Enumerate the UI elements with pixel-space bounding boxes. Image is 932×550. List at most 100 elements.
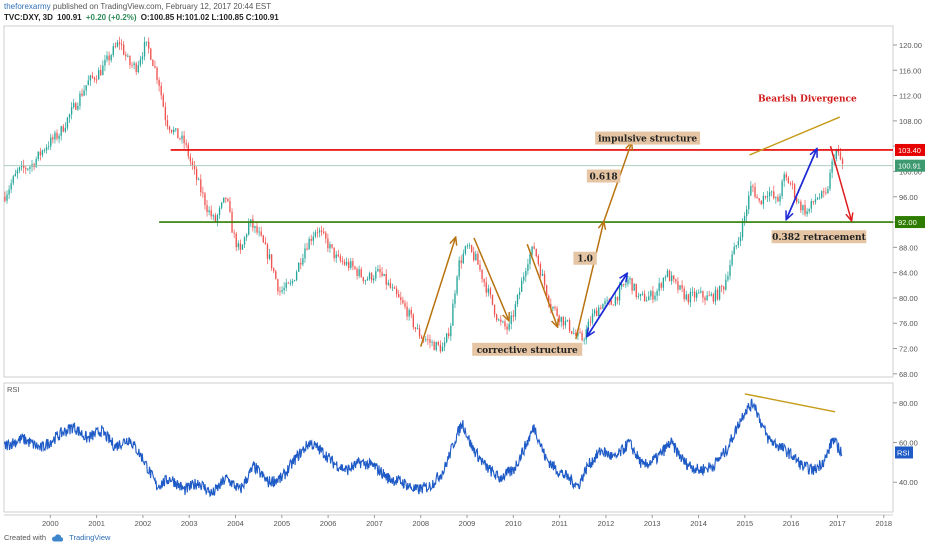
candle-body — [270, 254, 273, 269]
author-name[interactable]: theforexarmy — [4, 2, 51, 11]
candle-body — [468, 245, 471, 247]
candle-body — [202, 192, 204, 194]
candle-body — [54, 132, 56, 140]
candle-body — [704, 297, 706, 301]
candle-body — [716, 289, 719, 300]
price-change: +0.20 (+0.2%) — [85, 13, 137, 22]
candle-body — [52, 137, 54, 140]
candle-body — [602, 303, 604, 309]
candle-body — [439, 344, 442, 352]
price-tick-label: 88.00 — [899, 243, 918, 252]
candle-body — [370, 273, 373, 281]
candle-body — [489, 288, 492, 295]
candle-body — [281, 290, 283, 292]
candle-body — [443, 342, 446, 347]
candle-body — [498, 319, 500, 321]
candle-body — [673, 275, 675, 280]
corrective-impulse-arrow — [473, 237, 509, 320]
candle-body — [437, 342, 439, 345]
candle-body — [633, 283, 635, 291]
candle-body — [725, 279, 727, 290]
candle-body — [73, 103, 75, 108]
candle-body — [637, 295, 640, 297]
candle-body — [650, 291, 652, 297]
candle-body — [552, 307, 554, 309]
candle-body — [381, 272, 383, 276]
candle-body — [264, 242, 267, 245]
candle-body — [808, 208, 810, 212]
candle-body — [120, 44, 123, 46]
time-tick-label: 2012 — [598, 519, 615, 528]
candle-body — [383, 273, 385, 276]
symbol-label[interactable]: TVC:DXY, 3D — [4, 13, 53, 22]
candle-body — [289, 283, 292, 284]
candle-body — [212, 215, 214, 217]
candle-body — [779, 196, 781, 202]
candle-body — [579, 332, 581, 333]
candle-body — [685, 294, 687, 300]
candle-body — [266, 244, 269, 259]
candle-body — [483, 279, 485, 283]
candle-body — [825, 192, 827, 194]
candle-body — [591, 313, 594, 323]
candle-body — [112, 46, 114, 56]
candle-body — [810, 201, 812, 209]
candle-body — [227, 198, 229, 202]
candle-body — [668, 270, 671, 282]
candle-body — [654, 295, 656, 300]
candle-body — [333, 247, 335, 259]
candle-body — [220, 202, 223, 208]
candle-body — [148, 41, 150, 49]
candle-body — [268, 254, 271, 259]
candle-body — [575, 332, 577, 336]
candle-body — [598, 307, 600, 317]
candle-body — [677, 281, 679, 290]
candle-body — [441, 346, 444, 352]
candle-body — [729, 264, 731, 277]
candle-body — [116, 42, 119, 47]
candle-body — [166, 120, 169, 127]
candle-body — [831, 161, 833, 173]
candle-body — [445, 333, 448, 343]
candle-body — [189, 156, 192, 162]
candle-body — [66, 117, 69, 128]
candle-body — [616, 296, 619, 301]
corrective-impulse-arrow — [602, 143, 632, 223]
candle-body — [204, 193, 206, 206]
corrective-impulse-arrow — [526, 243, 557, 326]
candle-body — [658, 283, 660, 291]
candle-body — [6, 194, 8, 201]
candle-body — [45, 147, 48, 151]
candle-body — [618, 286, 621, 301]
candle-body — [814, 199, 817, 203]
candle-body — [495, 314, 498, 320]
candle-body — [721, 286, 723, 287]
candle-body — [737, 241, 740, 246]
candle-body — [341, 260, 344, 262]
candle-body — [358, 269, 360, 276]
candle-body — [298, 262, 300, 272]
candle-body — [635, 283, 637, 297]
candle-body — [696, 292, 698, 298]
candle-body — [214, 215, 217, 222]
candle-body — [175, 128, 177, 130]
candle-body — [768, 192, 771, 197]
candle-body — [60, 126, 62, 136]
time-tick-label: 2013 — [644, 519, 661, 528]
candle-body — [821, 191, 823, 198]
candle-body — [752, 186, 754, 187]
tradingview-brand[interactable]: TradingView — [69, 533, 111, 542]
resistance-price-badge-bg — [895, 143, 925, 156]
candle-body — [83, 90, 85, 96]
candle-body — [806, 211, 808, 215]
candle-body — [746, 209, 748, 217]
candle-body — [666, 270, 669, 278]
candle-body — [243, 237, 246, 245]
rsi-axis: 80.00 60.00 40.00 — [893, 399, 918, 487]
candle-body — [533, 246, 535, 249]
candle-body — [664, 277, 667, 278]
candle-body — [652, 291, 654, 300]
candle-body — [85, 85, 87, 91]
candle-body — [108, 55, 110, 61]
